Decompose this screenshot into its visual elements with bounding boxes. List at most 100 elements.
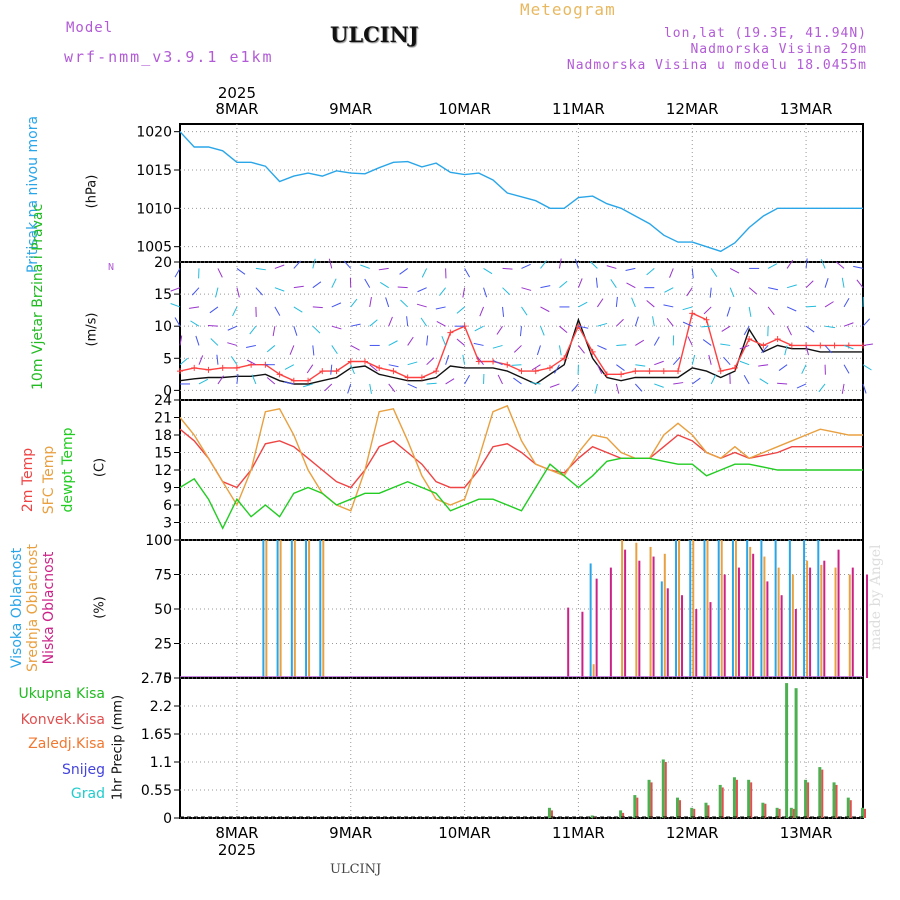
wind-arrow (758, 364, 769, 367)
panel-frame-4 (179, 677, 864, 819)
wind-arrow (230, 356, 238, 365)
wind-arrow (464, 375, 471, 385)
wind-arrow (519, 326, 522, 337)
wind-arrow (456, 306, 465, 314)
wind-arrow (198, 355, 204, 365)
gust-marker (731, 364, 738, 371)
gust-marker (361, 358, 368, 365)
cloud-bar-cloud_high (817, 540, 820, 678)
meteogram-label: Meteogram (520, 0, 616, 19)
wind-arrow (312, 258, 316, 269)
wind-arrow (664, 287, 674, 293)
wind-arrow (843, 298, 850, 308)
gust-marker (205, 366, 212, 373)
wind-arrow (232, 306, 238, 317)
day-label: 13MAR (780, 100, 833, 118)
wind-arrow (284, 364, 295, 370)
gust-marker (219, 364, 226, 371)
precip-bar-conv (764, 803, 767, 818)
gust-marker (290, 377, 297, 384)
wind-arrow (324, 383, 333, 392)
wind-arrow (331, 345, 338, 355)
wind-arrow (824, 325, 836, 329)
day-label: 10MAR (438, 100, 491, 118)
wind-arrow (464, 268, 471, 278)
wind-arrow (691, 268, 694, 279)
gust-marker (831, 342, 838, 349)
precip-peak-bar (794, 688, 798, 818)
wind-arrow (578, 345, 585, 354)
wind-arrow (571, 383, 579, 392)
cloud-bar-cloud_high (305, 540, 308, 678)
wind-arrow (399, 268, 408, 275)
y-tick-label: 0 (163, 533, 172, 549)
wind-arrow (289, 345, 295, 355)
series-line-dewpt-temp (179, 457, 863, 530)
gust-marker (418, 374, 425, 381)
precip-bar-conv (735, 779, 738, 818)
precip-bar-total (804, 779, 808, 818)
y-tick-label: 5 (163, 351, 172, 367)
cloud-bar-cloud_high (803, 540, 806, 678)
wind-arrow (266, 377, 276, 385)
wind-arrow (653, 336, 660, 346)
wind-arrow (483, 267, 493, 275)
wind-arrow (369, 383, 372, 394)
gust-marker (390, 368, 397, 375)
wind-arrow (729, 267, 740, 274)
precip-bar-conv (636, 797, 639, 818)
wind-arrow (303, 383, 313, 388)
wind-arrow (673, 382, 684, 385)
wind-arrow (312, 325, 321, 334)
precip-bar-conv (821, 769, 824, 818)
wind-arrow (406, 316, 409, 327)
wind-arrow (439, 287, 447, 296)
cloud-bar-cloud_low (695, 609, 698, 678)
wind-arrow (420, 317, 428, 327)
wind-arrow (521, 306, 528, 316)
cloud-bar-cloud_mid (592, 664, 595, 678)
precip-bar-conv (622, 812, 625, 818)
wind-arrow (820, 258, 826, 269)
wind-arrow (682, 321, 693, 327)
precip-peak-bar (785, 683, 789, 818)
wind-arrow (702, 339, 712, 346)
wind-arrow (784, 345, 788, 356)
wind-arrow (385, 297, 390, 308)
cloud-bar-cloud_high (689, 540, 692, 678)
wind-arrow (209, 306, 219, 314)
wind-arrow (805, 258, 808, 269)
cloud-bar-cloud_mid (308, 540, 311, 678)
cloud-bar-cloud_low (609, 567, 612, 678)
wind-arrow (615, 296, 618, 307)
wind-arrow (843, 322, 854, 327)
wind-arrow (818, 383, 826, 393)
legend-graupel: Grad (70, 786, 105, 802)
precip-bar-conv (750, 782, 753, 818)
wind-arrow (549, 383, 560, 388)
wind-arrow (767, 306, 775, 316)
cloud-bar-cloud_low (737, 567, 740, 678)
wind-arrow (331, 325, 342, 330)
wind-arrow (663, 304, 674, 308)
wind-arrow (190, 320, 200, 327)
wind-arrow (666, 317, 674, 327)
y-tick-label: 18 (154, 428, 172, 444)
cloud-bar-cloud_mid (692, 540, 695, 678)
wind-arrow (748, 306, 752, 317)
wind-arrow (227, 325, 238, 331)
wind-arrow (462, 287, 466, 298)
cloud-bar-cloud_high (746, 540, 749, 678)
cloud-bar-cloud_mid (293, 540, 296, 678)
wind-arrow (708, 354, 712, 365)
wind-arrow (328, 258, 333, 269)
wind-arrow (497, 374, 503, 385)
cloud-bar-cloud_mid (621, 540, 624, 678)
wind-arrow (709, 287, 712, 298)
wind-arrow (502, 306, 505, 317)
legend-snow: Snijeg (61, 762, 105, 778)
wind-arrow (511, 364, 522, 366)
wind-arrow (416, 303, 427, 308)
wind-arrow (768, 287, 779, 291)
wind-arrow (606, 265, 617, 269)
